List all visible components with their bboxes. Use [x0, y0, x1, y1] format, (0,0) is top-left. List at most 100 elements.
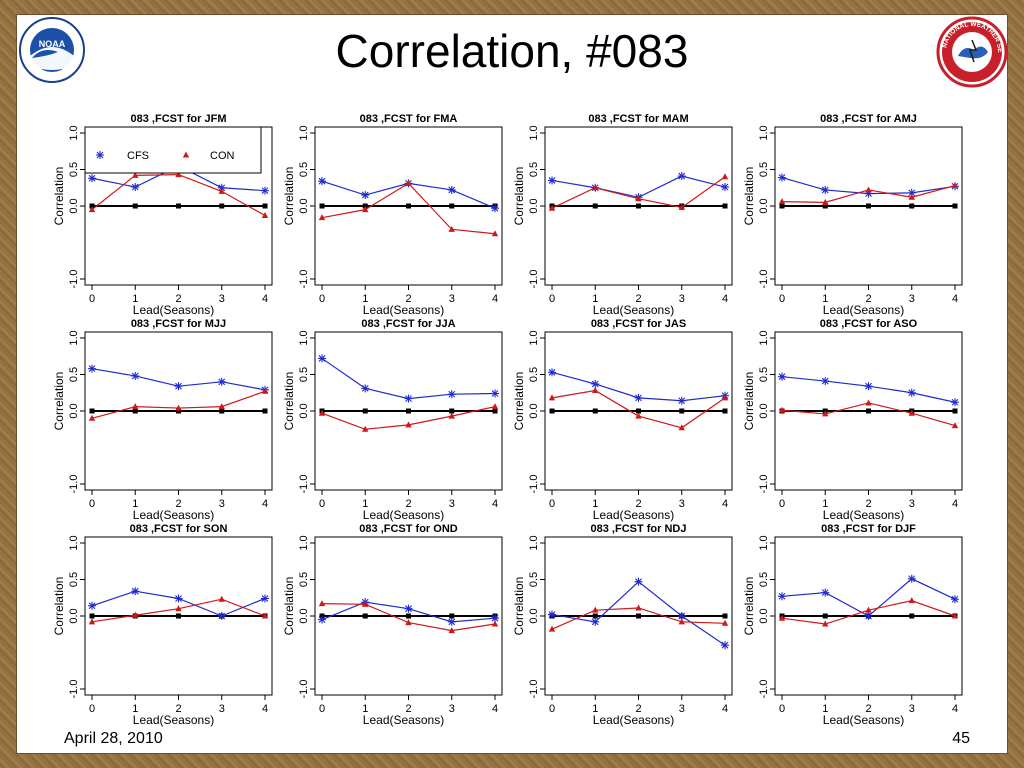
- y-tick-label: -1.0: [758, 270, 770, 289]
- y-tick-label: -1.0: [758, 475, 770, 494]
- x-axis-label: Lead(Seasons): [823, 508, 904, 522]
- y-tick-label: 0.5: [528, 572, 540, 587]
- con-point: [592, 387, 599, 394]
- legend: CFS CON: [84, 126, 262, 174]
- con-point: [678, 618, 685, 625]
- con-point: [951, 612, 959, 619]
- x-tick-label: 3: [679, 703, 685, 715]
- zero-marker: [636, 613, 641, 619]
- zero-marker: [406, 203, 411, 209]
- y-tick-label: -1.0: [528, 680, 540, 699]
- zero-marker: [176, 203, 181, 209]
- cfs-point: [548, 176, 556, 185]
- con-point: [491, 230, 499, 237]
- y-tick-label: -1.0: [68, 270, 80, 289]
- con-point: [405, 179, 412, 186]
- y-tick-label: 1.0: [298, 125, 310, 140]
- cfs-point: [361, 191, 370, 200]
- cfs-point: [634, 393, 643, 402]
- con-point: [362, 425, 369, 432]
- chart-panel-8: 083 ,FCST for SON -1.0 0.0 0.5 1.0 Correlatio…: [52, 523, 273, 727]
- x-tick-label: 1: [362, 703, 368, 715]
- chart-title: 083 ,FCST for NDJ: [591, 523, 687, 535]
- zero-marker: [176, 408, 181, 414]
- con-point: [405, 421, 412, 428]
- con-point: [951, 182, 959, 189]
- cfs-point: [447, 617, 456, 626]
- x-tick-label: 3: [219, 498, 225, 510]
- chart-panel-4: 083 ,FCST for MJJ -1.0 0.0 0.5 1.0 Correlatio…: [52, 318, 273, 522]
- x-tick-label: 3: [449, 703, 455, 715]
- x-tick-label: 4: [262, 703, 268, 715]
- x-tick-label: 4: [952, 293, 958, 305]
- x-tick-label: 4: [262, 293, 268, 305]
- x-tick-label: 0: [89, 703, 95, 715]
- con-point: [778, 406, 786, 413]
- x-tick-label: 2: [635, 293, 641, 305]
- cfs-point: [318, 354, 326, 363]
- x-tick-label: 0: [319, 703, 325, 715]
- y-axis-label: Correlation: [52, 577, 66, 636]
- con-point: [448, 627, 455, 634]
- y-tick-label: 0.5: [758, 367, 770, 382]
- cfs-point: [634, 577, 643, 586]
- x-tick-label: 1: [132, 703, 138, 715]
- con-point: [491, 403, 499, 410]
- cfs-point: [491, 389, 499, 398]
- series-line-cfs: [551, 580, 726, 646]
- chart-panel-1: 083 ,FCST for FMA -1.0 0.0 0.5 1.0 Correlatio…: [282, 113, 503, 317]
- x-tick-label: 3: [679, 498, 685, 510]
- x-tick-label: 0: [89, 293, 95, 305]
- con-point: [592, 184, 599, 191]
- chart-panel-0: 083 ,FCST for JFM -1.0 0.0 0.5 1.0 Correlatio…: [52, 113, 273, 317]
- y-tick-label: 1.0: [68, 535, 80, 550]
- x-axis-label: Lead(Seasons): [133, 508, 214, 522]
- zero-marker: [952, 408, 958, 414]
- cfs-point: [548, 610, 556, 619]
- x-tick-label: 4: [492, 293, 498, 305]
- y-tick-label: 0.0: [528, 608, 540, 623]
- legend-cfs-marker: [96, 151, 104, 159]
- cfs-point: [591, 617, 600, 626]
- cfs-point: [864, 382, 873, 391]
- x-tick-label: 1: [362, 498, 368, 510]
- zero-marker: [219, 408, 225, 414]
- y-tick-label: 0.0: [298, 403, 310, 418]
- x-tick-label: 0: [549, 703, 555, 715]
- x-axis-label: Lead(Seasons): [593, 713, 674, 727]
- y-tick-label: 0.0: [758, 403, 770, 418]
- chart-panel-3: 083 ,FCST for AMJ -1.0 0.0 0.5 1.0 Correlatio…: [742, 113, 963, 317]
- chart-panel-9: 083 ,FCST for OND -1.0 0.0 0.5 1.0 Correlatio…: [282, 523, 503, 727]
- con-point: [865, 186, 872, 193]
- cfs-point: [548, 368, 556, 377]
- chart-title: 083 ,FCST for OND: [359, 523, 457, 535]
- con-point: [218, 403, 225, 410]
- cfs-point: [261, 594, 269, 603]
- chart-title: 083 ,FCST for SON: [130, 523, 228, 535]
- y-tick-label: 0.5: [758, 162, 770, 177]
- footer-date: April 28, 2010: [64, 730, 163, 747]
- y-axis-label: Correlation: [742, 372, 756, 431]
- cfs-point: [677, 172, 686, 181]
- x-tick-label: 1: [592, 703, 598, 715]
- x-tick-label: 0: [779, 498, 785, 510]
- con-point: [721, 619, 729, 626]
- y-axis-label: Correlation: [52, 167, 66, 226]
- cfs-point: [821, 185, 830, 194]
- zero-marker: [549, 408, 555, 414]
- legend-label-cfs: CFS: [127, 150, 149, 162]
- cfs-point: [907, 574, 916, 583]
- chart-panel-7: 083 ,FCST for ASO -1.0 0.0 0.5 1.0 Correlatio…: [742, 318, 963, 522]
- x-tick-label: 2: [405, 293, 411, 305]
- x-tick-label: 1: [822, 498, 828, 510]
- x-axis-label: Lead(Seasons): [133, 303, 214, 317]
- cfs-point: [174, 594, 183, 603]
- y-tick-label: 0.0: [758, 198, 770, 213]
- series-line-con: [781, 402, 956, 427]
- y-axis-label: Correlation: [52, 372, 66, 431]
- con-point: [491, 620, 499, 627]
- con-point: [635, 412, 642, 419]
- con-point: [548, 394, 556, 401]
- y-tick-label: 0.5: [68, 367, 80, 382]
- y-tick-label: 0.5: [68, 572, 80, 587]
